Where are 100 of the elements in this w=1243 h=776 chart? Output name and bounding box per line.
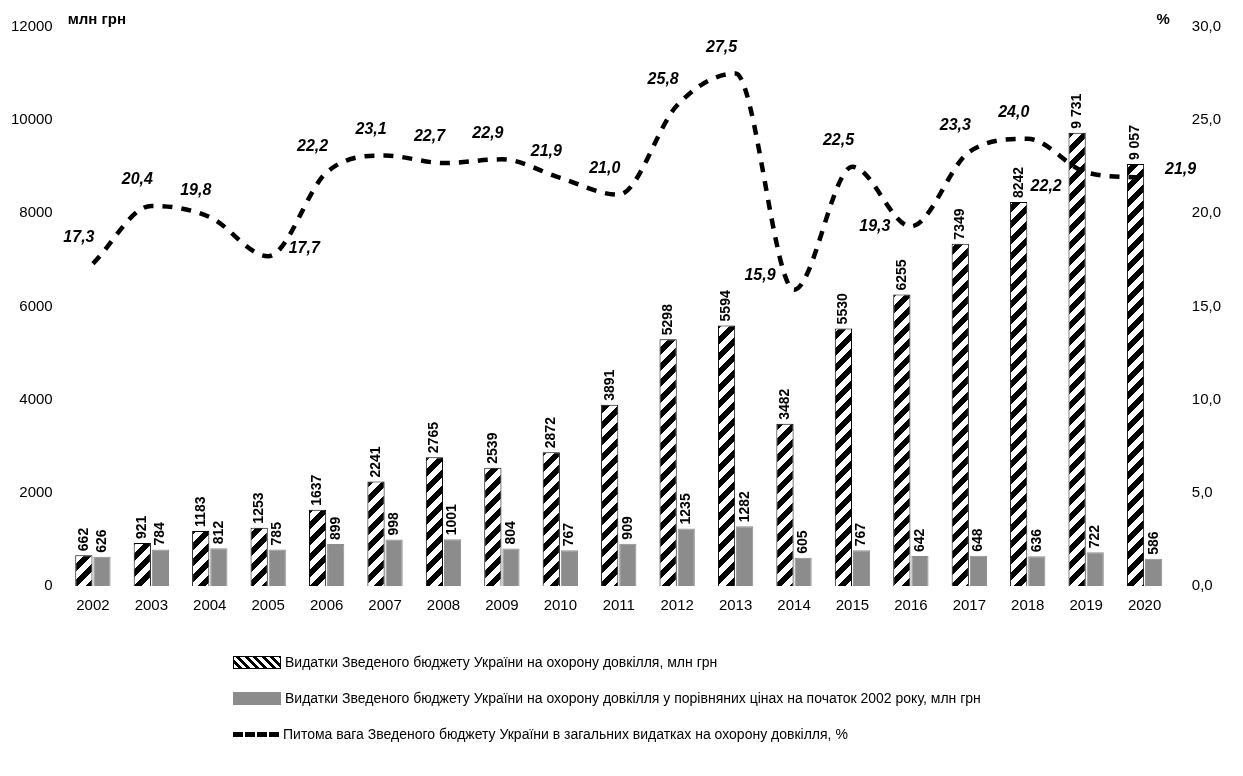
data-label: 8242 (1009, 166, 1026, 199)
data-label: 2539 (483, 432, 500, 464)
y-tick-label: 8000 (19, 203, 53, 221)
y2-tick-label: 5,0 (1191, 482, 1213, 500)
y-tick-label: 10000 (10, 110, 53, 128)
y-tick-label: 12000 (10, 17, 53, 35)
x-tick-label: 2012 (660, 596, 694, 614)
data-label: 22,2 (296, 136, 329, 154)
data-label: 17,3 (63, 228, 95, 246)
x-tick-label: 2002 (76, 596, 110, 614)
data-label: 27,5 (705, 37, 739, 55)
data-label: 5530 (834, 293, 851, 325)
data-label: 3891 (600, 369, 617, 401)
bar (852, 550, 871, 586)
y2-tick-label: 0,0 (1191, 576, 1213, 594)
data-label: 648 (969, 528, 986, 552)
data-label: 909 (618, 516, 635, 540)
data-label: 20,4 (120, 170, 154, 188)
bar (794, 557, 812, 586)
data-label: 21,9 (529, 142, 562, 160)
data-label: 17,7 (288, 238, 321, 256)
data-label: 921 (133, 515, 150, 540)
data-label: 642 (910, 528, 927, 553)
x-tick-label: 2020 (1127, 596, 1162, 614)
legend-label: Питома вага Зведеного бюджету України в загальних видатках на охорону довкілля, % (283, 726, 848, 742)
x-tick-label: 2017 (952, 596, 986, 614)
data-label: 15,9 (744, 266, 776, 284)
data-label: 24,0 (997, 103, 1030, 121)
data-label: 1235 (677, 493, 694, 525)
data-label: 998 (384, 511, 401, 536)
x-tick-label: 2013 (718, 596, 753, 614)
data-label: 9 731 (1067, 93, 1084, 129)
x-tick-label: 2003 (134, 596, 169, 614)
bar (736, 526, 754, 586)
data-label: 6255 (892, 259, 909, 291)
x-tick-label: 2019 (1069, 596, 1103, 614)
bar (1086, 552, 1104, 586)
x-tick-label: 2014 (777, 596, 811, 614)
data-label: 21,9 (1164, 160, 1197, 178)
bar (268, 549, 286, 586)
x-tick-label: 2016 (894, 596, 928, 614)
data-label: 626 (92, 529, 109, 553)
y2-tick-label: 10,0 (1191, 389, 1222, 407)
x-tick-label: 2008 (426, 596, 461, 614)
data-label: 662 (74, 527, 91, 552)
x-tick-label: 2015 (835, 596, 870, 614)
bar (443, 539, 462, 586)
bar (619, 543, 637, 586)
data-label: 784 (151, 521, 168, 546)
bar (502, 548, 520, 586)
legend-label: Видатки Зведеного бюджету України на охорону довкілля у порівняних цінах на початок 2002 року, млн грн (285, 690, 981, 706)
bar (210, 548, 228, 586)
y-tick-label: 0 (44, 576, 53, 594)
y2-axis-title: % (1156, 9, 1170, 27)
y-tick-label: 6000 (19, 296, 53, 314)
data-label: 767 (852, 522, 869, 547)
data-label: 1282 (735, 490, 752, 523)
bar (560, 550, 578, 586)
y2-tick-label: 30,0 (1191, 17, 1222, 35)
y-tick-label: 4000 (19, 389, 53, 407)
data-label: 1637 (308, 474, 325, 506)
data-label: 19,3 (859, 216, 891, 234)
x-tick-label: 2011 (602, 596, 635, 614)
x-tick-label: 2004 (193, 596, 227, 614)
data-label: 722 (1086, 524, 1103, 549)
data-label: 23,1 (354, 119, 387, 137)
bar (151, 549, 170, 586)
x-tick-label: 2009 (485, 596, 519, 614)
bar (677, 528, 695, 586)
bar (1145, 558, 1163, 586)
y-tick-label: 2000 (19, 482, 53, 500)
data-label: 21,0 (588, 159, 621, 177)
y2-tick-label: 25,0 (1191, 110, 1222, 128)
data-label: 767 (560, 522, 577, 547)
data-label: 5298 (658, 303, 675, 336)
data-label: 7349 (951, 208, 968, 240)
data-label: 2872 (542, 416, 559, 449)
y-axis-title: млн грн (67, 9, 127, 27)
data-label: 605 (793, 530, 810, 554)
data-label: 22,5 (821, 131, 856, 149)
data-label: 3482 (775, 388, 792, 420)
legend-label: Видатки Зведеного бюджету України на охорону довкілля, млн грн (285, 654, 718, 670)
data-label: 586 (1144, 531, 1161, 555)
bar (911, 556, 929, 586)
data-label: 2765 (425, 421, 442, 454)
data-label: 22,2 (1029, 176, 1062, 194)
data-label: 2241 (366, 446, 383, 478)
data-label: 9 057 (1126, 124, 1143, 161)
x-tick-label: 2018 (1011, 596, 1045, 614)
data-label: 636 (1027, 528, 1044, 553)
x-tick-label: 2010 (543, 596, 578, 614)
bar (93, 556, 111, 586)
y2-tick-label: 15,0 (1191, 296, 1222, 314)
x-tick-label: 2007 (368, 596, 402, 614)
bar (969, 555, 987, 586)
data-label: 804 (501, 520, 518, 545)
data-label: 785 (268, 521, 285, 546)
data-label: 1253 (250, 492, 267, 524)
data-label: 1183 (191, 496, 208, 527)
data-label: 22,9 (471, 123, 504, 141)
